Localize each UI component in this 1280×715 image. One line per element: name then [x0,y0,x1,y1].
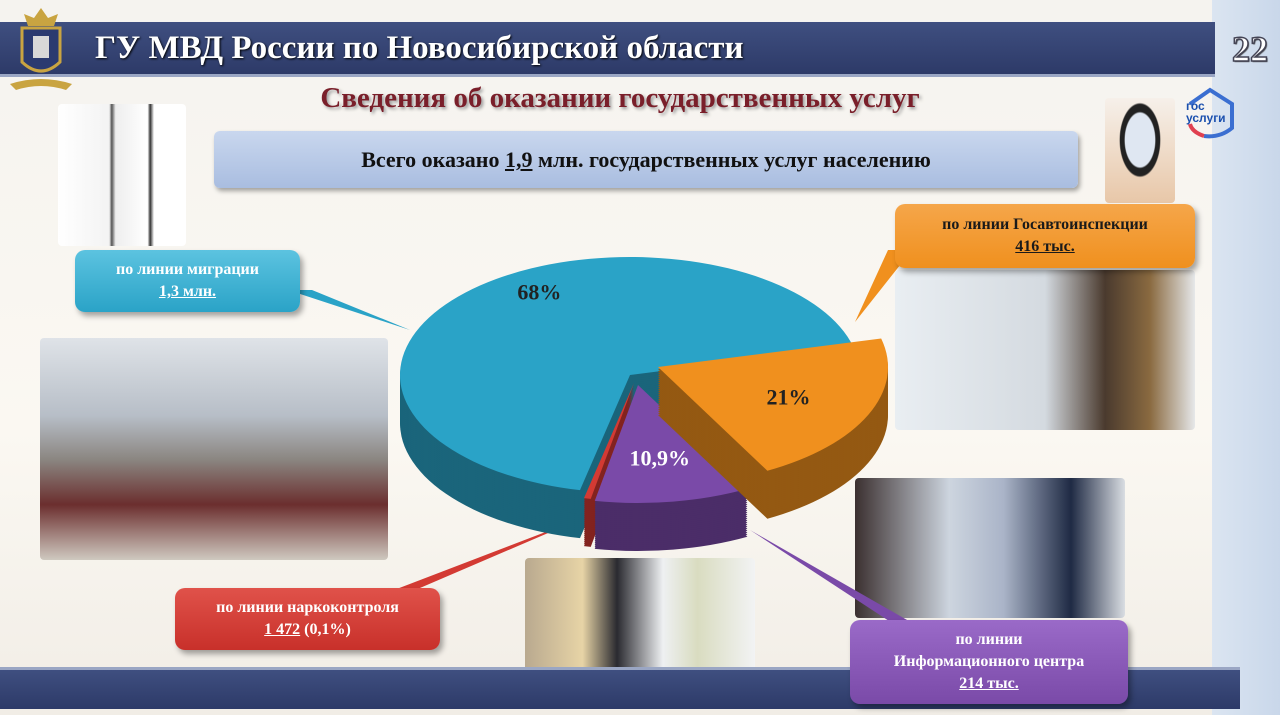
total-suffix: млн. государственных услуг населению [537,147,931,172]
callout-migration: по линии миграции 1,3 млн. [75,250,300,312]
migration-label: по линии миграции [115,261,259,278]
pie-slice-top-info [594,385,748,503]
total-value: 1,9 [504,147,533,172]
migration-value: 1,3 млн. [158,283,217,300]
photo-gai-office [895,270,1195,430]
logo-text-2: услуги [1186,111,1226,125]
pie-slice-gai [658,338,888,519]
gosuslugi-logo: гос услуги [1180,84,1238,142]
narco-label: по линии наркоконтроля [216,599,399,616]
pie-label-info: 10,9% [630,445,691,470]
pie-label-gai: 21% [766,385,810,410]
info-label-2: Информационного центра [893,653,1085,670]
photo-migration-office [40,338,388,560]
emblem-icon [10,8,72,90]
callout-pointer-narco [368,515,590,600]
total-banner: Всего оказано 1,9 млн. государственных у… [214,131,1078,188]
page-number: 22 [1231,28,1269,70]
narco-percent: (0,1%) [304,621,351,638]
info-value: 214 тыс. [959,675,1019,692]
photo-phone [1105,98,1175,203]
gai-value: 416 тыс. [1015,238,1075,255]
right-strip [1212,0,1280,715]
callout-narco: по линии наркоконтроля 1 472 (0,1%) [175,588,440,650]
callout-gai: по линии Госавтоинспекции 416 тыс. [895,204,1195,268]
header-title: ГУ МВД России по Новосибирской области [95,30,744,66]
narco-value: 1 472 [264,621,301,638]
callout-pointer-info [750,530,942,640]
slide-subtitle: Сведения об оказании государственных усл… [320,82,920,114]
logo-text-1: гос [1186,99,1205,113]
callout-info: по линии Информационного центра 214 тыс. [850,620,1128,704]
header-bar: ГУ МВД России по Новосибирской области [0,22,1215,77]
gai-label: по линии Госавтоинспекции [942,216,1148,233]
photo-kiosk [58,104,186,246]
callout-pointer-gai [855,250,912,322]
pie-slice-top-narco [583,383,634,499]
pie-label-migration: 68% [517,280,561,305]
pie-slice-info [594,385,748,551]
pie-slice-top-gai [658,338,888,471]
pie-slice-top-migration [400,257,854,491]
callout-pointer-migration [288,290,410,330]
total-prefix: Всего оказано [361,147,500,172]
info-label-1: по линии [955,631,1023,648]
photo-terminal [525,558,755,683]
photo-info-center [855,478,1125,618]
